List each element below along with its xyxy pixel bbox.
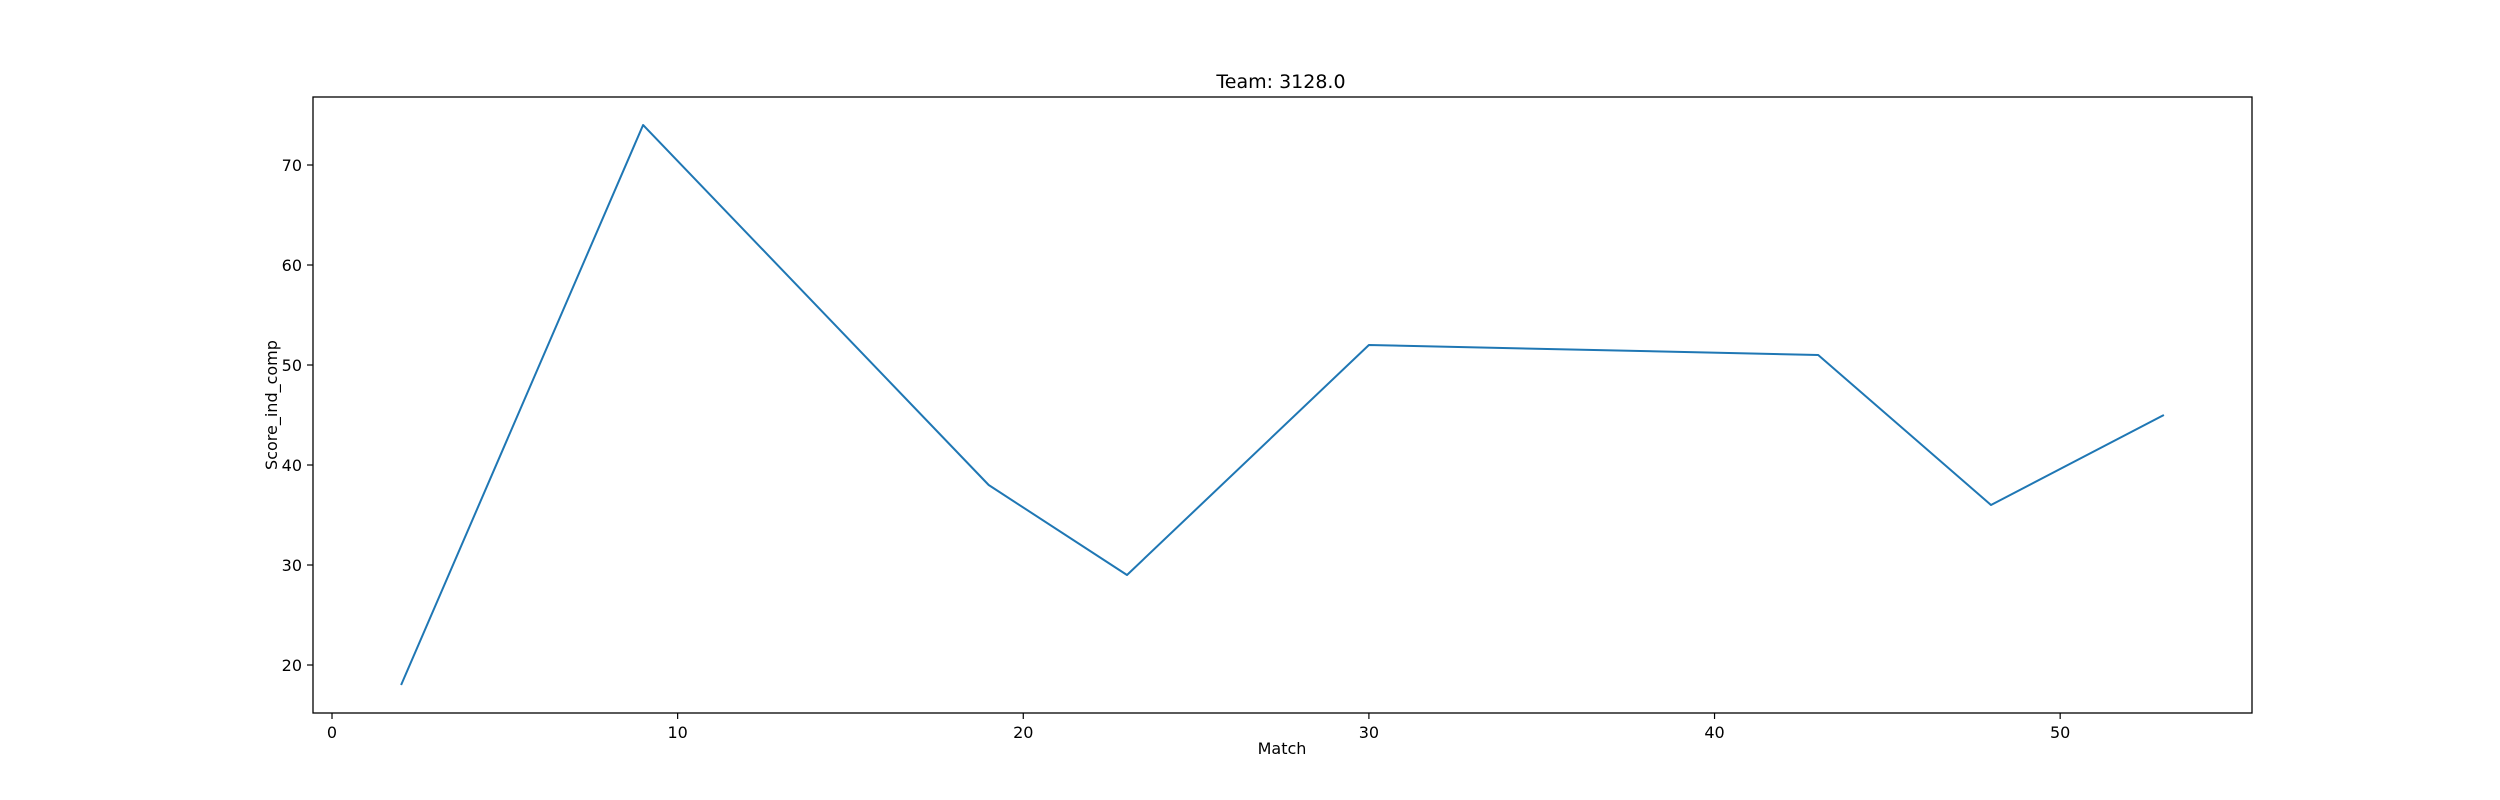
series-line bbox=[400, 124, 2165, 686]
data-point bbox=[1368, 345, 1369, 346]
x-tick-label: 0 bbox=[327, 723, 337, 742]
data-point bbox=[988, 485, 989, 486]
y-tick-label: 50 bbox=[282, 356, 302, 375]
x-tick-label: 30 bbox=[1359, 723, 1379, 742]
data-point bbox=[2163, 415, 2164, 416]
chart-title: Team: 3128.0 bbox=[1215, 71, 1345, 93]
data-point bbox=[401, 685, 402, 686]
plot-area bbox=[312, 96, 2253, 714]
x-tick-label: 50 bbox=[2050, 723, 2070, 742]
y-tick-label: 40 bbox=[282, 456, 302, 475]
x-tick-label: 40 bbox=[1704, 723, 1724, 742]
y-tick-label: 70 bbox=[282, 156, 302, 175]
x-tick-label: 20 bbox=[1013, 723, 1033, 742]
data-point bbox=[1126, 575, 1127, 576]
y-tick-label: 30 bbox=[282, 556, 302, 575]
data-point bbox=[1991, 505, 1992, 506]
y-axis: 20 30 40 50 60 70 bbox=[282, 156, 313, 675]
data-point bbox=[1818, 355, 1819, 356]
x-axis: 0 10 20 30 40 50 bbox=[327, 713, 2070, 742]
y-axis-label: Score_ind_comp bbox=[262, 340, 282, 470]
y-tick-label: 20 bbox=[282, 656, 302, 675]
series-layer bbox=[400, 124, 2165, 686]
data-point bbox=[643, 125, 644, 126]
y-tick-label: 60 bbox=[282, 256, 302, 275]
x-tick-label: 10 bbox=[667, 723, 687, 742]
x-axis-label: Match bbox=[1258, 739, 1307, 758]
